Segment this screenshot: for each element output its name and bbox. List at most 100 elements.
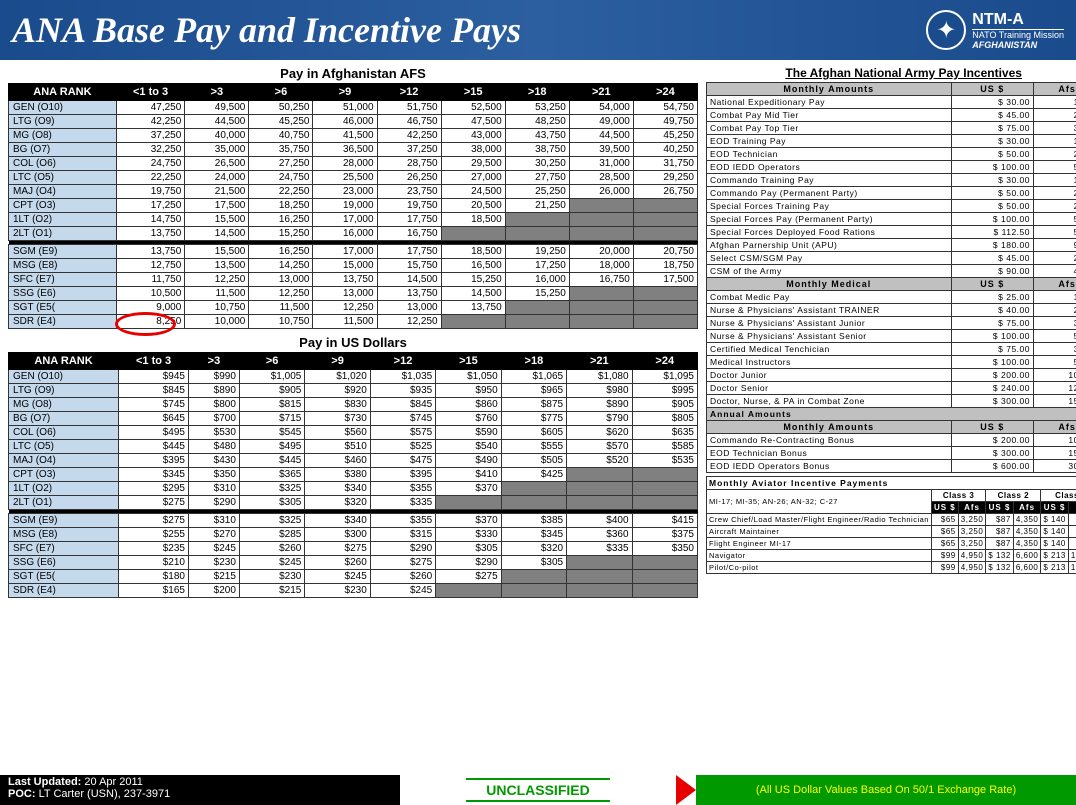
value-cell: $805 xyxy=(632,412,697,426)
value-cell xyxy=(632,570,697,584)
value-cell xyxy=(569,315,633,329)
value-cell: $375 xyxy=(632,528,697,542)
value-cell: 47,500 xyxy=(441,115,505,129)
value-cell: $290 xyxy=(370,542,435,556)
incentives-table: Monthly AmountsUS $AfsNational Expeditio… xyxy=(706,82,1076,473)
value-cell: $200 xyxy=(189,584,240,598)
value-cell: $445 xyxy=(239,454,304,468)
inc-cell: $ 100.00 xyxy=(951,356,1034,369)
value-cell: $275 xyxy=(305,542,370,556)
col-header: <1 to 3 xyxy=(119,353,189,370)
value-cell: 14,500 xyxy=(185,227,249,241)
value-cell: 17,750 xyxy=(377,213,441,227)
value-cell xyxy=(501,584,566,598)
value-cell: 13,000 xyxy=(377,301,441,315)
value-cell: 13,750 xyxy=(116,227,184,241)
value-cell: $1,020 xyxy=(305,370,370,384)
inc-row: EOD IEDD Operators Bonus$ 600.0030,000 xyxy=(707,460,1076,473)
value-cell: 15,250 xyxy=(249,227,313,241)
footer-mid: UNCLASSIFIED xyxy=(400,775,676,805)
table-row: COL (O6)$495$530$545$560$575$590$605$620… xyxy=(9,426,698,440)
value-cell: 35,000 xyxy=(185,143,249,157)
value-cell: $255 xyxy=(119,528,189,542)
logo-mid: NATO Training Mission xyxy=(972,29,1064,40)
inc-cell: 1,500 xyxy=(1034,174,1076,187)
inc-row: CSM of the Army$ 90.004,500 xyxy=(707,265,1076,278)
aviator-cell: 3,250 xyxy=(958,538,986,550)
value-cell: $490 xyxy=(436,454,501,468)
value-cell: 32,250 xyxy=(116,143,184,157)
value-cell: 26,250 xyxy=(377,171,441,185)
value-cell: 17,500 xyxy=(185,199,249,213)
col-header: >9 xyxy=(305,353,370,370)
value-cell: 15,500 xyxy=(185,213,249,227)
inc-cell: $ 100.00 xyxy=(951,161,1034,174)
inc-row: Medical Instructors$ 100.005,000 xyxy=(707,356,1076,369)
value-cell: 14,750 xyxy=(116,213,184,227)
inc-row: Commando Pay (Permanent Party)$ 50.002,5… xyxy=(707,187,1076,200)
inc-row: Combat Pay Mid Tier$ 45.002,250 xyxy=(707,109,1076,122)
value-cell: 44,500 xyxy=(569,129,633,143)
col-header: >12 xyxy=(370,353,435,370)
afs-title: Pay in Afghanistan AFS xyxy=(8,64,698,83)
value-cell: $945 xyxy=(119,370,189,384)
annual-header: Annual Amounts xyxy=(707,408,1076,421)
value-cell: 10,750 xyxy=(185,301,249,315)
inc-header: Afs xyxy=(1034,421,1076,434)
inc-cell: $ 90.00 xyxy=(951,265,1034,278)
value-cell: 20,000 xyxy=(569,245,633,259)
col-header: >18 xyxy=(501,353,566,370)
inc-row: Certified Medical Tenchician$ 75.003,750 xyxy=(707,343,1076,356)
aviator-cell: $ 140 xyxy=(1041,526,1069,538)
value-cell: $320 xyxy=(305,496,370,510)
aviator-cell: 10,650 xyxy=(1068,550,1076,562)
inc-cell: $ 30.00 xyxy=(951,96,1034,109)
inc-cell: Special Forces Deployed Food Rations xyxy=(707,226,952,239)
rank-cell: SGM (E9) xyxy=(9,514,119,528)
value-cell xyxy=(569,227,633,241)
value-cell: 51,750 xyxy=(377,101,441,115)
aviator-cell: 7,000 xyxy=(1068,526,1076,538)
value-cell: 29,250 xyxy=(633,171,697,185)
rank-cell: SFC (E7) xyxy=(9,542,119,556)
value-cell: 16,500 xyxy=(441,259,505,273)
inc-cell: $ 600.00 xyxy=(951,460,1034,473)
aviator-cell: 4,350 xyxy=(1013,526,1041,538)
usd-title: Pay in US Dollars xyxy=(8,333,698,352)
aviator-note: MI-17; MI-35; AN-26; AN-32; C-27 xyxy=(707,490,932,514)
value-cell: $860 xyxy=(436,398,501,412)
value-cell: 11,750 xyxy=(116,273,184,287)
value-cell: $845 xyxy=(119,384,189,398)
value-cell: $235 xyxy=(119,542,189,556)
updated-value: 20 Apr 2011 xyxy=(84,776,143,788)
col-header: >3 xyxy=(189,353,240,370)
value-cell: 45,250 xyxy=(633,129,697,143)
rank-cell: SGT (E5( xyxy=(9,570,119,584)
inc-cell: $ 50.00 xyxy=(951,200,1034,213)
afs-table: ANA RANK<1 to 3>3>6>9>12>15>18>21>24 GEN… xyxy=(8,83,698,329)
rank-cell: 1LT (O2) xyxy=(9,482,119,496)
value-cell xyxy=(633,301,697,315)
value-cell xyxy=(633,287,697,301)
value-cell: $275 xyxy=(370,556,435,570)
value-cell: 19,750 xyxy=(377,199,441,213)
table-row: SSG (E6)10,50011,50012,25013,00013,75014… xyxy=(9,287,698,301)
value-cell: 42,250 xyxy=(377,129,441,143)
table-row: SFC (E7)11,75012,25013,00013,75014,50015… xyxy=(9,273,698,287)
value-cell: $335 xyxy=(370,496,435,510)
inc-cell: Commando Pay (Permanent Party) xyxy=(707,187,952,200)
aviator-class: Class 2 xyxy=(986,490,1041,502)
inc-cell: 2,250 xyxy=(1034,252,1076,265)
inc-header: Monthly Amounts xyxy=(707,83,952,96)
value-cell: $245 xyxy=(189,542,240,556)
rank-cell: SDR (E4) xyxy=(9,584,119,598)
value-cell xyxy=(505,315,569,329)
value-cell: $370 xyxy=(436,514,501,528)
inc-cell: 1,250 xyxy=(1034,291,1076,304)
value-cell: $730 xyxy=(305,412,370,426)
value-cell: $295 xyxy=(119,482,189,496)
value-cell: 13,750 xyxy=(377,287,441,301)
inc-cell: Commando Re-Contracting Bonus xyxy=(707,434,952,447)
rank-cell: GEN (O10) xyxy=(9,101,117,115)
value-cell: $445 xyxy=(119,440,189,454)
